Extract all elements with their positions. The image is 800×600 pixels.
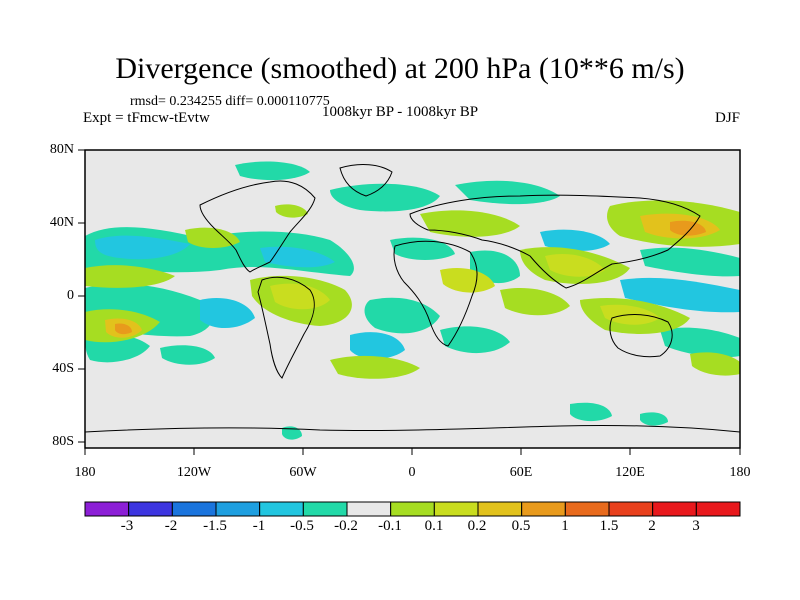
colorbar-label: -0.2 bbox=[334, 518, 358, 534]
field-blob bbox=[660, 327, 740, 358]
field-blob bbox=[330, 355, 420, 379]
experiment-label: Expt = tFmcw-tEvtw bbox=[83, 110, 210, 126]
colorbar-swatch bbox=[695, 501, 741, 517]
lon-label-60e: 60E bbox=[509, 465, 533, 480]
lon-label-120w: 120W bbox=[176, 465, 212, 480]
field-blob bbox=[185, 227, 240, 248]
colorbar-label: 1.5 bbox=[599, 518, 619, 534]
lat-label-0: 0 bbox=[67, 288, 74, 303]
colorbar-swatch bbox=[259, 501, 304, 517]
lon-label-60w: 60W bbox=[289, 465, 317, 480]
lon-label-180e: 180 bbox=[729, 465, 751, 480]
field-blob bbox=[545, 253, 605, 277]
field-blob bbox=[160, 345, 215, 365]
lat-label-80s: 80S bbox=[52, 434, 74, 449]
field-blob bbox=[364, 297, 440, 334]
field-blob bbox=[500, 287, 570, 316]
period-label: 1008kyr BP - 1008kyr BP bbox=[322, 104, 479, 120]
field-blob bbox=[440, 326, 510, 354]
colorbar-swatch bbox=[608, 501, 654, 517]
europe-asia-coast bbox=[409, 194, 701, 289]
field-blob bbox=[570, 402, 612, 422]
colorbar bbox=[84, 501, 741, 517]
colorbar-label: -2 bbox=[164, 518, 178, 534]
field-blob bbox=[282, 426, 302, 440]
colorbar-swatch bbox=[652, 501, 697, 517]
antarctica-coast bbox=[85, 424, 740, 433]
colorbar-swatch bbox=[128, 501, 173, 517]
africa-coast bbox=[393, 240, 478, 347]
colorbar-swatch bbox=[477, 501, 523, 517]
colorbar-label: -1.5 bbox=[203, 518, 227, 534]
colorbar-label: 3 bbox=[692, 518, 700, 534]
colorbar-swatch bbox=[171, 501, 217, 517]
lat-label-40n: 40N bbox=[49, 215, 74, 230]
colorbar-swatch bbox=[390, 501, 435, 517]
colorbar-swatch bbox=[346, 501, 392, 517]
field-blob bbox=[670, 220, 706, 236]
colorbar-label: 0.2 bbox=[467, 518, 487, 534]
field-blob bbox=[540, 229, 610, 251]
field-blob bbox=[270, 283, 330, 310]
colorbar-label: 1 bbox=[561, 518, 569, 534]
field-blob bbox=[115, 323, 132, 335]
colorbar-label: 0.1 bbox=[424, 518, 444, 534]
lon-label-180w: 180 bbox=[74, 465, 96, 480]
lon-label-0: 0 bbox=[408, 465, 416, 480]
field-blob bbox=[440, 267, 495, 293]
divergence-regions bbox=[85, 200, 740, 379]
field-blob bbox=[640, 412, 668, 426]
colorbar-swatch bbox=[521, 501, 566, 517]
field-blob bbox=[200, 298, 255, 329]
colorbar-swatch bbox=[433, 501, 479, 517]
lon-ticks bbox=[84, 448, 741, 455]
divergence-field bbox=[85, 161, 740, 440]
north-america-coast bbox=[199, 180, 316, 273]
colorbar-label: -3 bbox=[120, 518, 134, 534]
lat-label-40s: 40S bbox=[52, 361, 74, 376]
rmsd-diff-stats: rmsd= 0.234255 diff= 0.000110775 bbox=[130, 94, 330, 109]
field-blob bbox=[260, 246, 335, 268]
field-blob bbox=[95, 235, 190, 260]
field-blob bbox=[620, 277, 740, 313]
field-blob bbox=[85, 265, 175, 288]
field-blob bbox=[235, 161, 310, 181]
field-blob bbox=[330, 183, 440, 212]
greenland-coast bbox=[339, 164, 393, 197]
colorbar-swatch bbox=[302, 501, 348, 517]
field-blob bbox=[690, 352, 740, 376]
map-title: Divergence (smoothed) at 200 hPa (10**6 … bbox=[115, 52, 685, 85]
lat-label-80n: 80N bbox=[49, 142, 74, 157]
colorbar-swatch bbox=[84, 501, 130, 517]
australia-coast bbox=[609, 314, 673, 358]
colorbar-label: 0.5 bbox=[511, 518, 531, 534]
lat-ticks bbox=[78, 149, 85, 443]
colorbar-label: 2 bbox=[648, 518, 656, 534]
colorbar-label: -0.5 bbox=[290, 518, 314, 534]
colorbar-swatch bbox=[564, 501, 610, 517]
south-america-coast bbox=[257, 276, 315, 379]
colorbar-label: -0.1 bbox=[378, 518, 402, 534]
colorbar-label: -1 bbox=[252, 518, 266, 534]
lon-label-120e: 120E bbox=[615, 465, 645, 480]
field-blob bbox=[420, 210, 520, 237]
colorbar-swatch bbox=[215, 501, 261, 517]
field-blob bbox=[275, 204, 308, 218]
coastlines bbox=[85, 164, 740, 433]
season-label: DJF bbox=[714, 110, 740, 126]
field-blob bbox=[350, 332, 405, 359]
field-blob bbox=[640, 247, 740, 277]
convergence-regions bbox=[85, 161, 740, 440]
